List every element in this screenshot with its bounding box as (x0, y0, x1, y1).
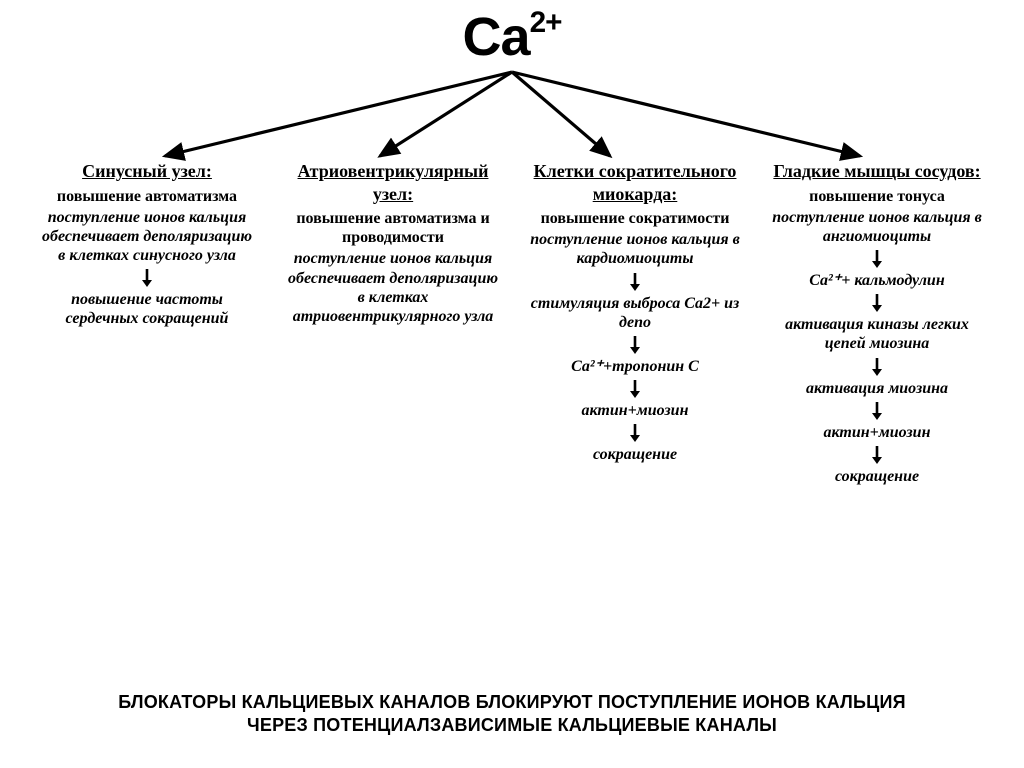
down-arrow-icon (869, 293, 885, 313)
column-heading: Гладкие мышцы сосудов: (773, 160, 980, 183)
down-arrow-icon (869, 445, 885, 465)
column-step: актин+миозин (582, 401, 689, 420)
column-step: поступление ионов кальция обеспечивает д… (38, 208, 256, 266)
down-arrow-icon (869, 249, 885, 269)
column-effect: повышение сократимости (541, 209, 730, 228)
column-step: активация киназы легких цепей миозина (768, 315, 986, 353)
column-step: поступление ионов кальция в кардиомиоцит… (530, 230, 740, 268)
root-symbol: Ca2+ (463, 6, 562, 68)
column-0: Синусный узел: повышение автоматизма посту… (38, 160, 256, 486)
footer-line-1: БЛОКАТОРЫ КАЛЬЦИЕВЫХ КАНАЛОВ БЛОКИРУЮТ П… (0, 691, 1024, 714)
column-3: Гладкие мышцы сосудов: повышение тонуса по… (768, 160, 986, 486)
footer-line-2: ЧЕРЕЗ ПОТЕНЦИАЛЗАВИСИМЫЕ КАЛЬЦИЕВЫЕ КАНА… (0, 714, 1024, 737)
column-heading: Клетки сократительного миокарда: (530, 160, 740, 205)
column-step: поступление ионов кальция обеспечивает д… (284, 249, 502, 326)
column-1: Атриовентрикулярный узел: повышение автом… (284, 160, 502, 486)
footer-text: БЛОКАТОРЫ КАЛЬЦИЕВЫХ КАНАЛОВ БЛОКИРУЮТ П… (0, 691, 1024, 736)
column-step: активация миозина (806, 379, 948, 398)
root-symbol-main: Ca (463, 7, 530, 67)
column-step: поступление ионов кальция в ангиомиоциты (768, 208, 986, 246)
column-step: сокращение (835, 467, 919, 486)
column-effect: повышение автоматизма (57, 187, 237, 206)
column-step: повышение частоты сердечных сокращений (38, 290, 256, 328)
down-arrow-icon (869, 357, 885, 377)
column-step: сокращение (593, 445, 677, 464)
column-2: Клетки сократительного миокарда: повышени… (530, 160, 740, 486)
column-effect: повышение тонуса (809, 187, 945, 206)
down-arrow-icon (627, 272, 643, 292)
down-arrow-icon (869, 401, 885, 421)
column-heading: Атриовентрикулярный узел: (284, 160, 502, 205)
column-step: Ca²⁺+тропонин С (571, 357, 699, 376)
column-step: стимуляция выброса Ca2+ из депо (530, 294, 740, 332)
columns-container: Синусный узел: повышение автоматизма посту… (0, 160, 1024, 486)
down-arrow-icon (627, 379, 643, 399)
down-arrow-icon (627, 335, 643, 355)
column-effect: повышение автоматизма и проводимости (284, 209, 502, 247)
column-heading: Синусный узел: (82, 160, 212, 183)
column-step: актин+миозин (824, 423, 931, 442)
column-step: Ca²⁺+ кальмодулин (809, 271, 944, 290)
branch-arrows (0, 66, 1024, 166)
down-arrow-icon (627, 423, 643, 443)
down-arrow-icon (139, 268, 155, 288)
root-symbol-sup: 2+ (530, 6, 562, 39)
